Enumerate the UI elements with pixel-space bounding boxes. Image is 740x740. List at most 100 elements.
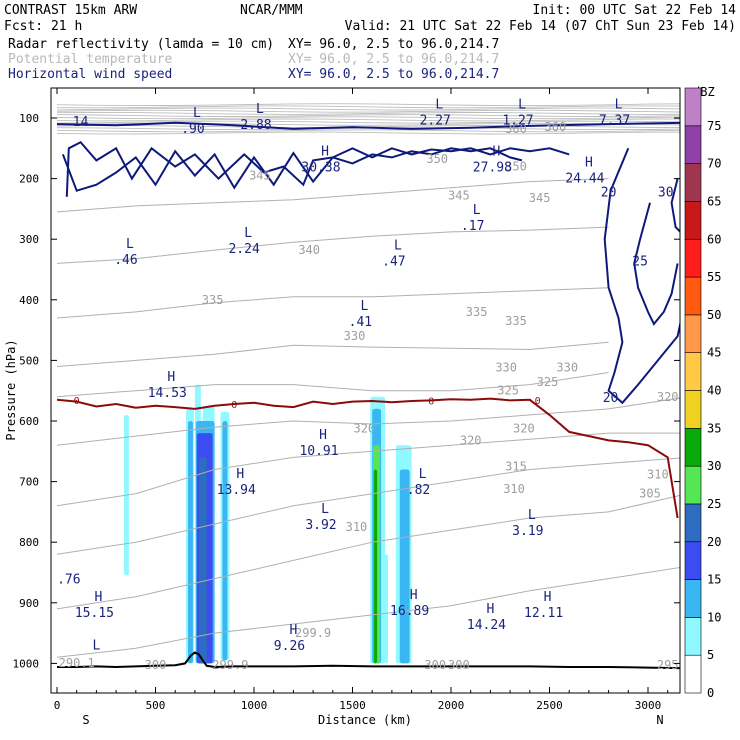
x-tick-label: 2000 (438, 699, 465, 712)
colorbar-tick-label: 35 (707, 421, 721, 435)
wind-extremum-marker: H (585, 155, 593, 170)
forecast-hour: Fcst: 21 h (4, 19, 82, 34)
wind-extremum-value: .47 (382, 254, 405, 269)
field-xy-wind: XY= 96.0, 2.5 to 96.0,214.7 (288, 67, 499, 82)
colorbar-tick-label: 40 (707, 384, 721, 398)
y-tick-label: 100 (19, 112, 39, 125)
theta-contour-label: 340 (298, 243, 320, 257)
colorbar-tick-label: 60 (707, 232, 721, 246)
valid-time: Valid: 21 UTC Sat 22 Feb 14 (07 ChT Sun … (345, 19, 736, 34)
colorbar-swatch (684, 125, 702, 164)
wind-extremum-marker: L (360, 299, 368, 314)
x-tick-label: 1000 (241, 699, 268, 712)
wind-extremum-marker: L (435, 98, 443, 113)
wind-extremum-value: 13.94 (217, 483, 256, 498)
theta-contour-label: 315 (505, 459, 527, 473)
wind-extremum-marker: H (236, 467, 244, 482)
wind-extremum-marker: H (544, 590, 552, 605)
field-name-wind: Horizontal wind speed (8, 67, 172, 82)
theta-contour-line (56, 107, 680, 111)
wind-extremum-marker: L (193, 106, 201, 121)
wind-extremum-value: 12.11 (524, 606, 563, 621)
y-tick-label: 300 (19, 233, 39, 246)
wind-extremum-value: 24.44 (565, 171, 604, 186)
y-axis-label: Pressure (hPa) (4, 339, 18, 440)
colorbar-swatch (684, 238, 702, 278)
theta-contour-line (56, 494, 680, 610)
theta-contour-label: 335 (202, 293, 224, 307)
colorbar-tick-label: 75 (707, 119, 721, 133)
theta-contour-label: 330 (344, 329, 366, 343)
theta-contour-line (56, 131, 680, 135)
wind-extremum-marker: L (394, 238, 402, 253)
wind-extremum-marker: L (321, 502, 329, 517)
theta-contour-label: 300 (145, 658, 167, 672)
theta-contour-label: 350 (505, 159, 527, 173)
freezing-level-label: 0 (231, 400, 237, 411)
x-axis-label: Distance (km) (318, 713, 412, 727)
theta-contour-line (56, 111, 680, 115)
theta-contour-line (56, 372, 609, 398)
colorbar-tick-label: 15 (707, 573, 721, 587)
y-tick-label: 700 (19, 476, 39, 489)
colorbar-tick-label: 5 (707, 648, 714, 662)
theta-contour-label: 310 (503, 482, 525, 496)
wind-extremum-marker: L (518, 98, 526, 113)
theta-contour-label: 310 (647, 467, 669, 481)
theta-contour-label: 345 (249, 169, 271, 183)
colorbar-swatch (684, 617, 702, 656)
reflectivity-cell (222, 421, 228, 661)
theta-contour-label: 325 (497, 384, 519, 398)
colorbar-swatch (684, 276, 702, 316)
freezing-level-label: 0 (535, 396, 541, 407)
theta-contour-label: 299.9 (295, 626, 331, 640)
theta-contour-label: 335 (466, 305, 488, 319)
theta-contour-line (56, 567, 680, 658)
wind-extremum-marker: L (244, 226, 252, 241)
wind-extremum-marker: H (95, 590, 103, 605)
y-tick-label: 800 (19, 536, 39, 549)
x-tick-label: 2500 (536, 699, 563, 712)
wind-extremum-value: .82 (407, 483, 430, 498)
field-name-reflectivity: Radar reflectivity (lamda = 10 cm) (8, 37, 274, 52)
freezing-level-label: 0 (428, 396, 434, 407)
x-tick-label: 3000 (635, 699, 662, 712)
wind-contour-line (670, 178, 680, 234)
theta-contour-label: 310 (346, 520, 368, 534)
freezing-level-layer: 0 0 0 0 (56, 396, 679, 519)
wind-extremum-value: 3.92 (305, 518, 336, 533)
theta-contour-line (56, 226, 609, 264)
theta-contour-label: 300 (424, 658, 446, 672)
plot-frame (50, 87, 681, 694)
theta-contour-label: 330 (556, 361, 578, 375)
colorbar-tick-label: 50 (707, 308, 721, 322)
freezing-level-label: 0 (74, 396, 80, 407)
wind-extremum-marker: H (410, 588, 418, 603)
colorbar-swatch (684, 465, 702, 505)
theta-contour-line (56, 129, 680, 133)
wind-extremum-marker: L (93, 638, 101, 653)
theta-contour-label: 290.1 (59, 656, 95, 670)
colorbar-tick-label: 55 (707, 270, 721, 284)
wind-extremum-marker: H (319, 428, 327, 443)
wind-extremum-value: 14.53 (148, 386, 187, 401)
reflectivity-cell (373, 469, 378, 664)
x-tick-label: 1500 (339, 699, 366, 712)
theta-contour-line (56, 397, 680, 446)
colorbar-swatch (684, 541, 702, 580)
wind-extremum-marker: L (126, 237, 134, 252)
wind-extremum-marker: H (492, 144, 500, 159)
wind-extremum-value: 15.15 (75, 606, 114, 621)
wind-extremum-marker: L (528, 508, 536, 523)
colorbar-tick-label: 30 (707, 459, 721, 473)
y-tick-label: 1000 (13, 657, 40, 670)
theta-contour-label: 305 (639, 487, 661, 501)
theta-contour-label: 320 (353, 421, 375, 435)
org-label: NCAR/MMM (240, 3, 303, 18)
wind-extremum-marker: H (290, 623, 298, 638)
reflectivity-cell (198, 457, 207, 664)
